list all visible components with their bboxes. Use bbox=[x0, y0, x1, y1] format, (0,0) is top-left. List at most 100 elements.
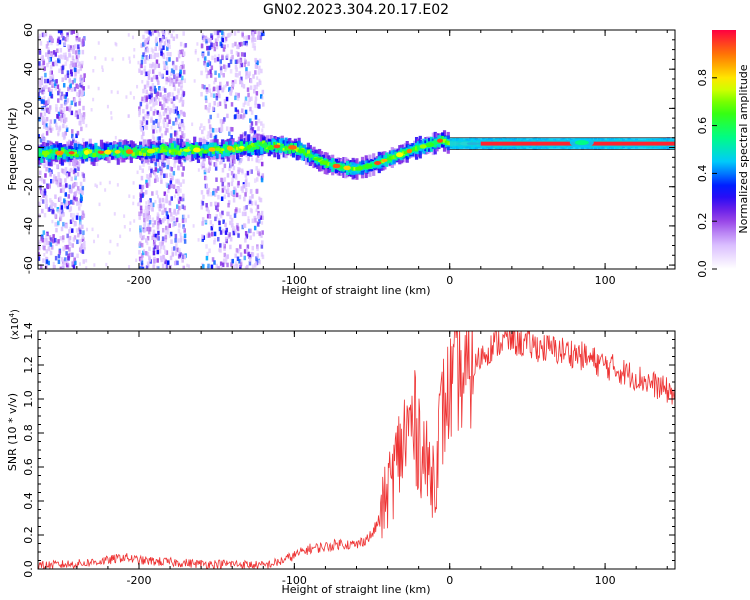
spectrogram-speck bbox=[170, 212, 173, 217]
spectrogram-speck bbox=[177, 197, 180, 201]
spectrogram-speck bbox=[66, 255, 70, 261]
ridge-cell bbox=[235, 146, 240, 151]
spectrogram-speck bbox=[173, 194, 176, 199]
spectrogram-speck bbox=[183, 233, 187, 239]
spectrogram-speck bbox=[250, 79, 253, 84]
spectrogram-speck bbox=[38, 162, 40, 167]
spectrogram-speck bbox=[139, 124, 143, 130]
spectrogram-speck bbox=[45, 240, 49, 246]
spectrogram-speck bbox=[153, 220, 157, 225]
spectrogram-speck bbox=[250, 169, 253, 174]
spectrogram-speck bbox=[47, 97, 50, 101]
spectrogram-speck bbox=[73, 256, 76, 262]
spectrogram-speck bbox=[227, 192, 230, 198]
spectrogram-speck bbox=[244, 109, 248, 115]
spectrogram-speck bbox=[43, 123, 46, 127]
top-y-tick-label: -40 bbox=[22, 217, 35, 235]
spectrogram-speck bbox=[240, 168, 244, 174]
spectrogram-speck bbox=[233, 213, 237, 218]
spectrogram-speck bbox=[142, 116, 146, 121]
top-y-tick-label: 40 bbox=[22, 62, 35, 76]
spectrogram-speck bbox=[178, 223, 181, 228]
spectrogram-speck bbox=[166, 51, 169, 57]
spectrogram-speck bbox=[213, 231, 217, 237]
spectrogram-speck bbox=[197, 57, 200, 62]
spectrogram-speck bbox=[48, 125, 52, 131]
spectrogram-speck bbox=[254, 121, 258, 126]
spectrogram-speck bbox=[213, 58, 217, 63]
spectrogram-speck bbox=[220, 265, 223, 269]
spectrogram-speck bbox=[171, 175, 174, 181]
spectrogram-speck bbox=[152, 261, 156, 267]
spectrogram-speck bbox=[64, 61, 68, 66]
spectrogram-speck bbox=[219, 213, 223, 219]
spectrogram-speck bbox=[42, 60, 46, 66]
spectrogram-speck bbox=[216, 113, 220, 118]
spectrogram-speck bbox=[138, 201, 141, 207]
spectrogram-speck bbox=[247, 101, 250, 106]
spectrogram-speck bbox=[39, 87, 43, 92]
spectrogram-speck bbox=[207, 187, 211, 193]
spectrogram-speck bbox=[154, 30, 157, 33]
spectrogram-speck bbox=[133, 48, 136, 52]
spectrogram-speck bbox=[58, 107, 62, 112]
spectrogram-speck bbox=[158, 71, 161, 77]
ridge-cell bbox=[167, 147, 171, 152]
spectrogram-speck bbox=[262, 123, 265, 129]
spectrogram-speck bbox=[230, 170, 234, 176]
spectrogram-speck bbox=[237, 93, 240, 99]
spectrogram-speck bbox=[224, 104, 228, 109]
spectrogram-speck bbox=[251, 245, 255, 251]
spectrogram-speck bbox=[169, 133, 173, 138]
spectrogram-speck bbox=[145, 101, 149, 107]
spectrogram-speck bbox=[46, 107, 50, 113]
ridge-cell bbox=[112, 150, 117, 156]
spectrogram-speck bbox=[206, 189, 209, 195]
ridge-peak bbox=[261, 143, 269, 149]
spectrogram-speck bbox=[223, 185, 226, 191]
spectrogram-speck bbox=[247, 61, 250, 66]
spectrogram-speck bbox=[123, 214, 126, 218]
spectrogram-speck bbox=[152, 111, 156, 116]
spectrogram-speck bbox=[140, 63, 143, 69]
spectrogram-speck bbox=[47, 99, 50, 104]
spectrogram-speck bbox=[227, 200, 231, 205]
spectrogram-speck bbox=[218, 73, 221, 78]
spectrogram-speck bbox=[205, 255, 209, 261]
spectrogram-speck bbox=[226, 262, 229, 268]
spectrogram-speck bbox=[51, 201, 55, 207]
ridge-peak bbox=[97, 150, 105, 154]
spectrogram-speck bbox=[231, 228, 235, 233]
ridge-cell bbox=[258, 141, 262, 156]
ridge-peak bbox=[288, 145, 297, 150]
spectrogram-speck bbox=[77, 92, 81, 98]
spectrogram-speck bbox=[257, 103, 260, 109]
spectrogram-speck bbox=[182, 224, 185, 229]
ridge-cell bbox=[329, 162, 333, 167]
spectrogram-speck bbox=[43, 106, 46, 112]
spectrogram-speck bbox=[178, 196, 182, 202]
spectrogram-speck bbox=[180, 255, 184, 261]
spectrogram-speck bbox=[208, 166, 212, 171]
spectrogram-speck bbox=[159, 92, 162, 97]
spectrogram-speck bbox=[206, 213, 210, 219]
spectrogram-speck bbox=[244, 192, 247, 197]
spectrogram-speck bbox=[262, 102, 265, 107]
spectrogram-speck bbox=[42, 258, 45, 263]
spectrogram-speck bbox=[50, 178, 53, 184]
spectrogram-speck bbox=[54, 176, 58, 181]
spectrogram-speck bbox=[75, 191, 78, 195]
spectrogram-speck bbox=[261, 240, 264, 245]
spectrogram-speck bbox=[228, 131, 231, 136]
spectrogram-speck bbox=[63, 41, 67, 47]
spectrogram-speck bbox=[149, 198, 152, 203]
spectrogram-speck bbox=[42, 193, 45, 198]
spectrogram-speck bbox=[228, 87, 231, 92]
spectrogram-speck bbox=[156, 110, 160, 115]
ridge-cell bbox=[273, 141, 277, 146]
spectrogram-speck bbox=[81, 237, 85, 242]
spectrogram-speck bbox=[74, 75, 77, 81]
spectrogram-speck bbox=[259, 215, 263, 220]
spectrogram-speck bbox=[142, 250, 145, 256]
spectrogram-speck bbox=[166, 66, 169, 70]
